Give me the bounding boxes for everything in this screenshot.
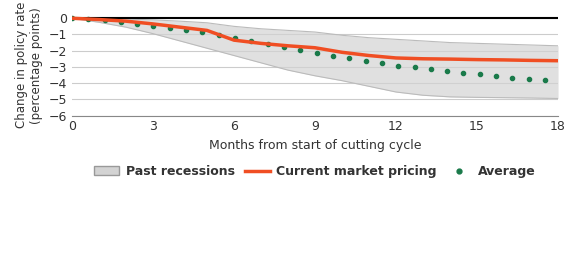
X-axis label: Months from start of cutting cycle: Months from start of cutting cycle (209, 139, 421, 152)
Y-axis label: Change in policy rate
(percentage points): Change in policy rate (percentage points… (15, 2, 43, 128)
Legend: Past recessions, Current market pricing, Average: Past recessions, Current market pricing,… (89, 160, 540, 183)
